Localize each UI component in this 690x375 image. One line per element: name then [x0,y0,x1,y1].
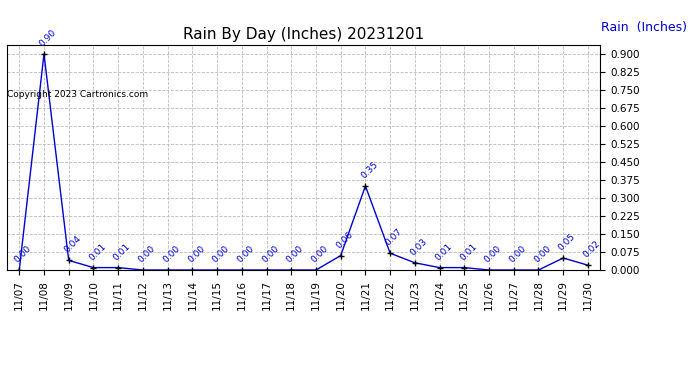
Text: 0.07: 0.07 [384,227,404,248]
Text: 0.00: 0.00 [532,244,553,264]
Text: 0.00: 0.00 [483,244,503,264]
Text: 0.00: 0.00 [186,244,206,264]
Text: 0.35: 0.35 [359,160,380,180]
Text: 0.00: 0.00 [161,244,182,264]
Text: 0.05: 0.05 [557,232,578,252]
Title: Rain By Day (Inches) 20231201: Rain By Day (Inches) 20231201 [183,27,424,42]
Text: 0.90: 0.90 [38,28,58,48]
Text: 0.01: 0.01 [433,242,454,262]
Text: 0.00: 0.00 [13,244,34,264]
Text: Copyright 2023 Cartronics.com: Copyright 2023 Cartronics.com [7,90,148,99]
Text: 0.04: 0.04 [62,234,83,255]
Text: 0.00: 0.00 [507,244,528,264]
Text: 0.01: 0.01 [458,242,479,262]
Text: 0.01: 0.01 [87,242,108,262]
Text: 0.00: 0.00 [210,244,231,264]
Text: Rain  (Inches): Rain (Inches) [600,21,687,34]
Text: 0.00: 0.00 [260,244,281,264]
Text: 0.00: 0.00 [235,244,256,264]
Text: 0.02: 0.02 [582,239,602,260]
Text: 0.01: 0.01 [112,242,132,262]
Text: 0.00: 0.00 [310,244,331,264]
Text: 0.00: 0.00 [137,244,157,264]
Text: 0.06: 0.06 [335,230,355,250]
Text: 0.03: 0.03 [408,237,429,257]
Text: 0.00: 0.00 [285,244,306,264]
